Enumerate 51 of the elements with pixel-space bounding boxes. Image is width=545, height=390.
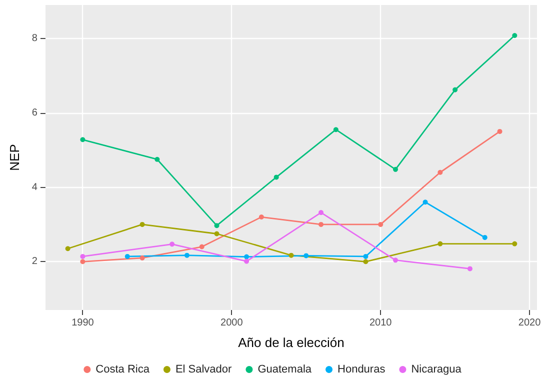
point [199, 244, 204, 250]
point [318, 222, 324, 227]
point [318, 210, 324, 216]
point [422, 200, 428, 205]
point [214, 231, 220, 236]
point [482, 234, 488, 240]
point [304, 253, 309, 258]
x-tick-label: 2020 [518, 318, 542, 328]
point [378, 222, 384, 227]
point [274, 174, 279, 180]
x-axis-title: Año de la elección [238, 335, 344, 350]
point [467, 266, 472, 272]
legend-label: Costa Rica [96, 364, 150, 376]
point [393, 166, 398, 172]
legend-label: Guatemala [258, 364, 312, 376]
point [258, 214, 264, 220]
point [140, 255, 145, 260]
y-tick-label: 4 [32, 182, 38, 193]
point [363, 259, 368, 264]
point [80, 259, 86, 264]
point [170, 242, 175, 247]
y-tick-label: 6 [32, 107, 38, 118]
legend-label: Nicaragua [411, 364, 462, 376]
x-tick-label: 2000 [220, 318, 244, 328]
point [363, 254, 368, 259]
point [512, 241, 518, 246]
point [393, 258, 398, 263]
point [333, 127, 338, 132]
point [65, 246, 70, 252]
point [184, 252, 190, 258]
y-tick-label: 8 [32, 32, 38, 44]
point [244, 258, 250, 264]
x-tick-label: 1990 [72, 318, 94, 328]
point [154, 156, 160, 162]
point [124, 254, 130, 259]
point [244, 254, 250, 260]
point [512, 33, 518, 38]
point [438, 170, 443, 175]
point [140, 222, 145, 227]
y-tick-label: 2 [32, 256, 38, 268]
point [80, 137, 86, 142]
legend-label: El Salvador [175, 364, 232, 376]
point [438, 241, 443, 246]
point [288, 252, 294, 258]
legend-label: Honduras [338, 364, 386, 376]
point [214, 223, 220, 228]
y-axis-title: NEP [7, 144, 22, 171]
point [497, 128, 502, 134]
x-tick-label: 2010 [369, 318, 392, 328]
point [80, 254, 86, 259]
point [452, 87, 458, 92]
